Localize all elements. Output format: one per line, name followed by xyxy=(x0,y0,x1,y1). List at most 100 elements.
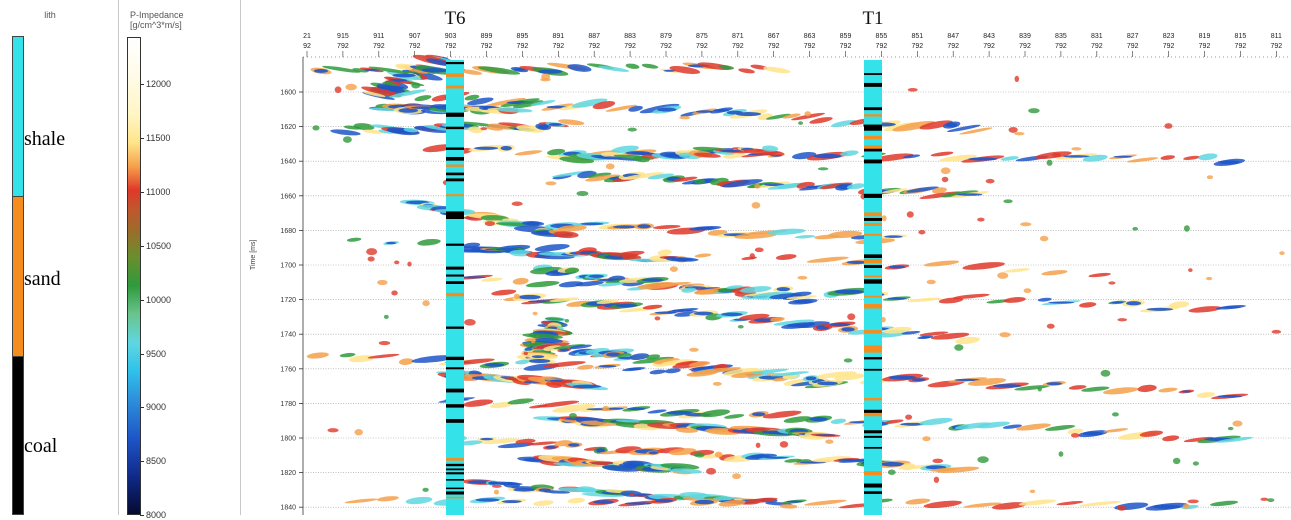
reflector-blob xyxy=(751,368,789,374)
well-lith-layer xyxy=(864,265,882,268)
reflector-core xyxy=(805,376,817,381)
reflector-speck xyxy=(602,405,610,412)
well-lith-layer xyxy=(864,135,882,140)
reflector-blob xyxy=(417,238,441,246)
reflector-blob xyxy=(514,150,543,156)
reflector-blob xyxy=(1183,155,1201,160)
reflector-speck xyxy=(1052,152,1061,158)
trace-label-top: 911 xyxy=(373,33,384,40)
reflector-blob xyxy=(462,399,494,407)
reflector-speck xyxy=(880,316,886,323)
well-lith-layer xyxy=(446,487,464,490)
reflector-speck xyxy=(918,229,926,235)
reflector-speck xyxy=(926,279,936,285)
reflector-speck xyxy=(1020,222,1032,227)
well-lith-layer xyxy=(864,349,882,353)
reflector-core xyxy=(671,258,694,261)
colorbar-tick xyxy=(140,299,144,301)
reflector-blob xyxy=(657,249,672,256)
reflector-core xyxy=(537,124,549,129)
time-label: 1660 xyxy=(280,193,296,200)
reflector-core xyxy=(815,434,836,437)
reflector-blob xyxy=(426,58,453,67)
reflector-speck xyxy=(1279,251,1285,256)
reflector-core xyxy=(694,226,717,230)
reflector-speck xyxy=(732,473,741,480)
reflector-blob xyxy=(919,417,953,426)
reflector-blob xyxy=(872,153,914,162)
trace-label-bottom: 792 xyxy=(1199,43,1211,50)
reflector-blob xyxy=(884,419,904,424)
seismic-section[interactable]: 21 92 915 792 911 792 907 792 903 792 899 792 895 792… xyxy=(270,0,1291,515)
reflector-core xyxy=(817,381,838,386)
reflector-speck xyxy=(383,314,389,319)
reflector-blob xyxy=(652,224,681,230)
reflector-speck xyxy=(804,111,812,117)
trace-label-bottom: 792 xyxy=(947,43,959,50)
reflector-speck xyxy=(755,442,761,448)
reflector-blob xyxy=(564,267,580,274)
reflector-blob xyxy=(906,186,939,193)
reflector-blob xyxy=(790,291,812,297)
reflector-speck xyxy=(1070,433,1080,438)
reflector-blob xyxy=(571,98,608,108)
reflector-blob xyxy=(773,319,815,326)
reflector-speck xyxy=(564,318,570,323)
reflector-speck xyxy=(1271,329,1282,334)
reflector-blob xyxy=(828,230,863,239)
reflector-blob xyxy=(1162,435,1180,442)
reflector-speck xyxy=(530,339,536,344)
reflector-blob xyxy=(976,421,1010,429)
reflector-speck xyxy=(1014,131,1025,136)
reflector-blob xyxy=(543,490,571,494)
reflector-blob xyxy=(1078,500,1122,507)
reflector-speck xyxy=(751,201,761,209)
reflector-blob xyxy=(596,299,620,304)
reflector-core xyxy=(786,500,803,503)
reflector-blob xyxy=(632,356,675,364)
reflector-blob xyxy=(930,332,970,340)
reflector-speck xyxy=(605,163,615,170)
reflector-speck xyxy=(693,452,705,458)
reflector-core xyxy=(657,107,677,112)
reflector-core xyxy=(559,348,570,352)
reflector-core xyxy=(1152,504,1181,509)
trace-labels: 21 92 915 792 911 792 907 792 903 792 899 792 895 792… xyxy=(303,33,1291,58)
well-lith-layer xyxy=(446,404,464,408)
trace-label-bottom: 792 xyxy=(552,43,564,50)
reflector-blob xyxy=(584,174,621,182)
reflector-speck xyxy=(627,127,637,132)
reflector-blob xyxy=(598,65,630,72)
reflector-blob xyxy=(322,65,361,73)
reflector-blob xyxy=(1196,392,1215,398)
reflector-blob xyxy=(1139,430,1163,437)
reflector-core xyxy=(605,407,624,410)
reflector-blob xyxy=(484,97,526,107)
reflector-blob xyxy=(460,69,483,75)
reflector-core xyxy=(672,309,694,312)
reflector-core xyxy=(460,276,487,279)
trace-label-top: 847 xyxy=(947,33,959,40)
reflector-blob xyxy=(557,225,587,232)
reflector-blob xyxy=(549,297,579,303)
reflector-blob xyxy=(525,281,560,288)
reflector-blob xyxy=(641,63,659,69)
trace-label-bottom: 792 xyxy=(1055,43,1067,50)
reflector-blob xyxy=(1067,428,1084,435)
reflector-blob xyxy=(962,262,1005,270)
reflector-speck xyxy=(932,458,944,464)
reflector-blob xyxy=(681,287,697,293)
trace-label-bottom: 792 xyxy=(983,43,995,50)
reflector-core xyxy=(888,375,917,380)
colorbar-tick-label: 10000 xyxy=(146,294,172,305)
reflector-blob xyxy=(464,94,480,101)
reflector-speck xyxy=(689,347,699,352)
reflector-speck xyxy=(798,121,804,125)
reflector-speck xyxy=(377,279,388,286)
reflector-speck xyxy=(1232,420,1243,427)
reflector-blob xyxy=(946,124,981,132)
reflector-speck xyxy=(706,467,717,475)
trace-label-bottom: 792 xyxy=(876,43,888,50)
reflector-blob xyxy=(770,371,810,377)
reflector-blob xyxy=(1126,157,1159,163)
